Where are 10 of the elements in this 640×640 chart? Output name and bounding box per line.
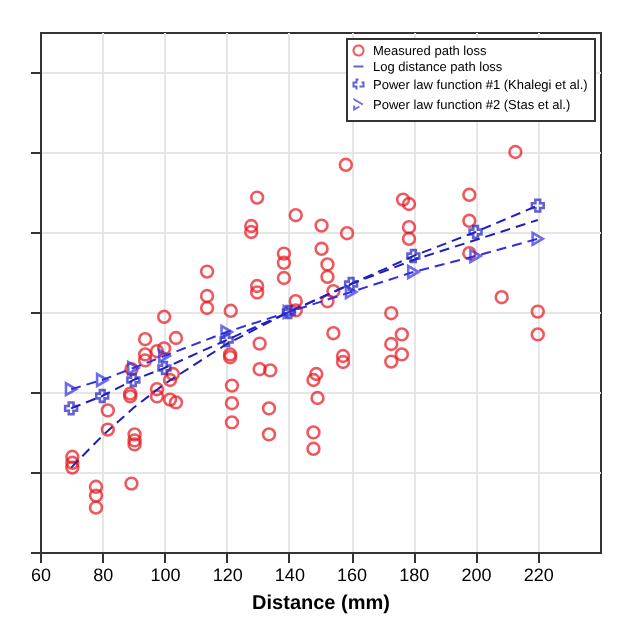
x-tick-label: 60 bbox=[30, 565, 52, 585]
x-tick-label: 100 bbox=[150, 565, 181, 585]
x-tick-label: 160 bbox=[337, 565, 368, 585]
x-axis-title: Distance (mm) bbox=[252, 593, 390, 615]
x-tick-label: 140 bbox=[274, 565, 305, 585]
x-tick-label: 120 bbox=[212, 565, 243, 585]
x-tick-label: 220 bbox=[523, 565, 554, 585]
x-tick-label: 180 bbox=[399, 565, 430, 585]
x-tick-label: 200 bbox=[461, 565, 492, 585]
x-tick-label: 80 bbox=[93, 565, 114, 585]
